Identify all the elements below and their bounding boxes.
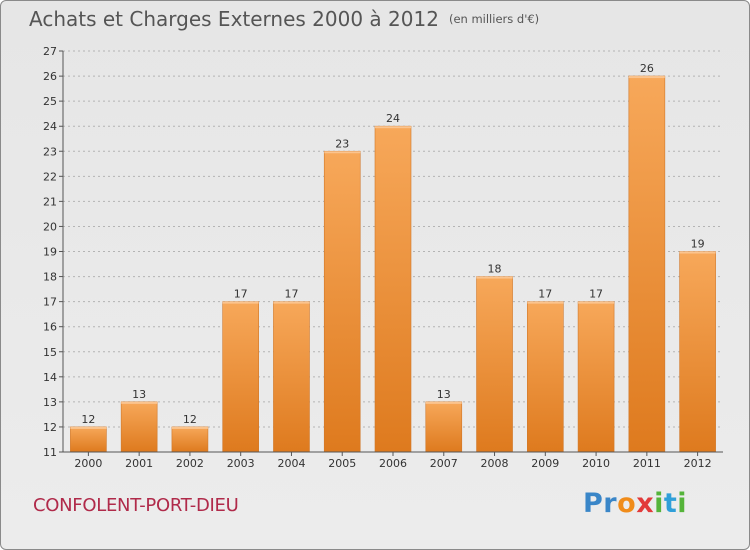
y-tick-label: 22: [43, 170, 57, 183]
bar-highlight: [375, 126, 411, 129]
y-tick-label: 11: [43, 446, 57, 459]
bar-2006: [374, 125, 412, 453]
axes: 11 12 13 14 15 16 17 18 19 20 21 22 23 24 25 26 27 2000 20…: [43, 45, 723, 470]
data-label-2006: 24: [386, 112, 400, 125]
x-tick-label-2010: 2010: [582, 457, 610, 470]
data-label-2011: 26: [640, 62, 654, 75]
data-label-2009: 17: [538, 288, 552, 301]
bar-highlight: [476, 276, 513, 279]
bar-2007: [425, 401, 463, 453]
x-tick-label-2011: 2011: [633, 457, 661, 470]
data-label-2000: 12: [81, 413, 95, 426]
bar-highlight: [70, 426, 107, 429]
bar-highlight: [679, 251, 716, 254]
y-tick-label: 25: [43, 95, 57, 108]
bar-2003: [222, 301, 259, 453]
bar-2009: [527, 301, 564, 453]
bar-highlight: [171, 426, 208, 429]
bar-2011: [628, 75, 666, 453]
bar-2002: [171, 426, 209, 453]
data-label-2008: 18: [488, 263, 502, 276]
bar-2004: [273, 301, 310, 453]
y-tick-label: 16: [43, 321, 57, 334]
x-tick-label-2004: 2004: [277, 457, 305, 470]
chart-title: Achats et Charges Externes 2000 à 2012 (e…: [29, 7, 539, 31]
y-tick-label: 15: [43, 346, 57, 359]
bar-2000: [70, 426, 107, 453]
y-tick-label: 21: [43, 195, 57, 208]
x-tick-label-2012: 2012: [684, 457, 712, 470]
x-tick-label-2005: 2005: [328, 457, 356, 470]
data-label-2007: 13: [437, 388, 451, 401]
bar-highlight: [121, 401, 158, 404]
bar-highlight: [425, 401, 462, 404]
commune-name: CONFOLENT-PORT-DIEU: [33, 495, 239, 516]
x-tick-label-2000: 2000: [74, 457, 102, 470]
y-tick-label: 26: [43, 70, 57, 83]
y-tick-label: 27: [43, 45, 57, 58]
data-label-2012: 19: [691, 238, 705, 251]
data-label-2010: 17: [589, 288, 603, 301]
data-label-2001: 13: [132, 388, 146, 401]
proxiti-logo: Proxiti: [583, 488, 688, 519]
data-label-2002: 12: [183, 413, 197, 426]
bar-2012: [679, 251, 716, 453]
data-label-2004: 17: [284, 288, 298, 301]
x-tick-label-2007: 2007: [430, 457, 458, 470]
data-label-2005: 23: [335, 137, 349, 150]
x-tick-label-2009: 2009: [531, 457, 559, 470]
y-tick-label: 18: [43, 271, 57, 284]
bar-highlight: [527, 301, 564, 304]
y-tick-label: 23: [43, 145, 57, 158]
y-tick-label: 14: [43, 371, 57, 384]
y-tick-label: 13: [43, 396, 57, 409]
y-tick-label: 24: [43, 120, 57, 133]
x-tick-label-2008: 2008: [481, 457, 509, 470]
x-tick-label-2006: 2006: [379, 457, 407, 470]
bar-highlight: [324, 151, 361, 154]
bar-2010: [577, 301, 615, 453]
data-label-2003: 17: [234, 288, 248, 301]
bars: 12 13 12 17 17 23 24 13 18 17 17 26 19: [70, 62, 716, 453]
x-tick-label-2001: 2001: [125, 457, 153, 470]
y-tick-label: 12: [43, 421, 57, 434]
bar-highlight: [222, 301, 259, 304]
bar-2005: [323, 150, 361, 453]
x-tick-label-2002: 2002: [176, 457, 204, 470]
bar-highlight: [628, 76, 665, 79]
x-tick-label-2003: 2003: [227, 457, 255, 470]
chart-title-text: Achats et Charges Externes 2000 à 2012: [29, 7, 439, 31]
bar-highlight: [273, 301, 310, 304]
bar-highlight: [578, 301, 615, 304]
y-tick-label: 19: [43, 246, 57, 259]
bar-2001: [120, 401, 158, 453]
y-tick-label: 20: [43, 220, 57, 233]
chart-subtitle: (en milliers d'€): [448, 12, 540, 26]
bar-2008: [476, 276, 513, 453]
y-tick-label: 17: [43, 296, 57, 309]
